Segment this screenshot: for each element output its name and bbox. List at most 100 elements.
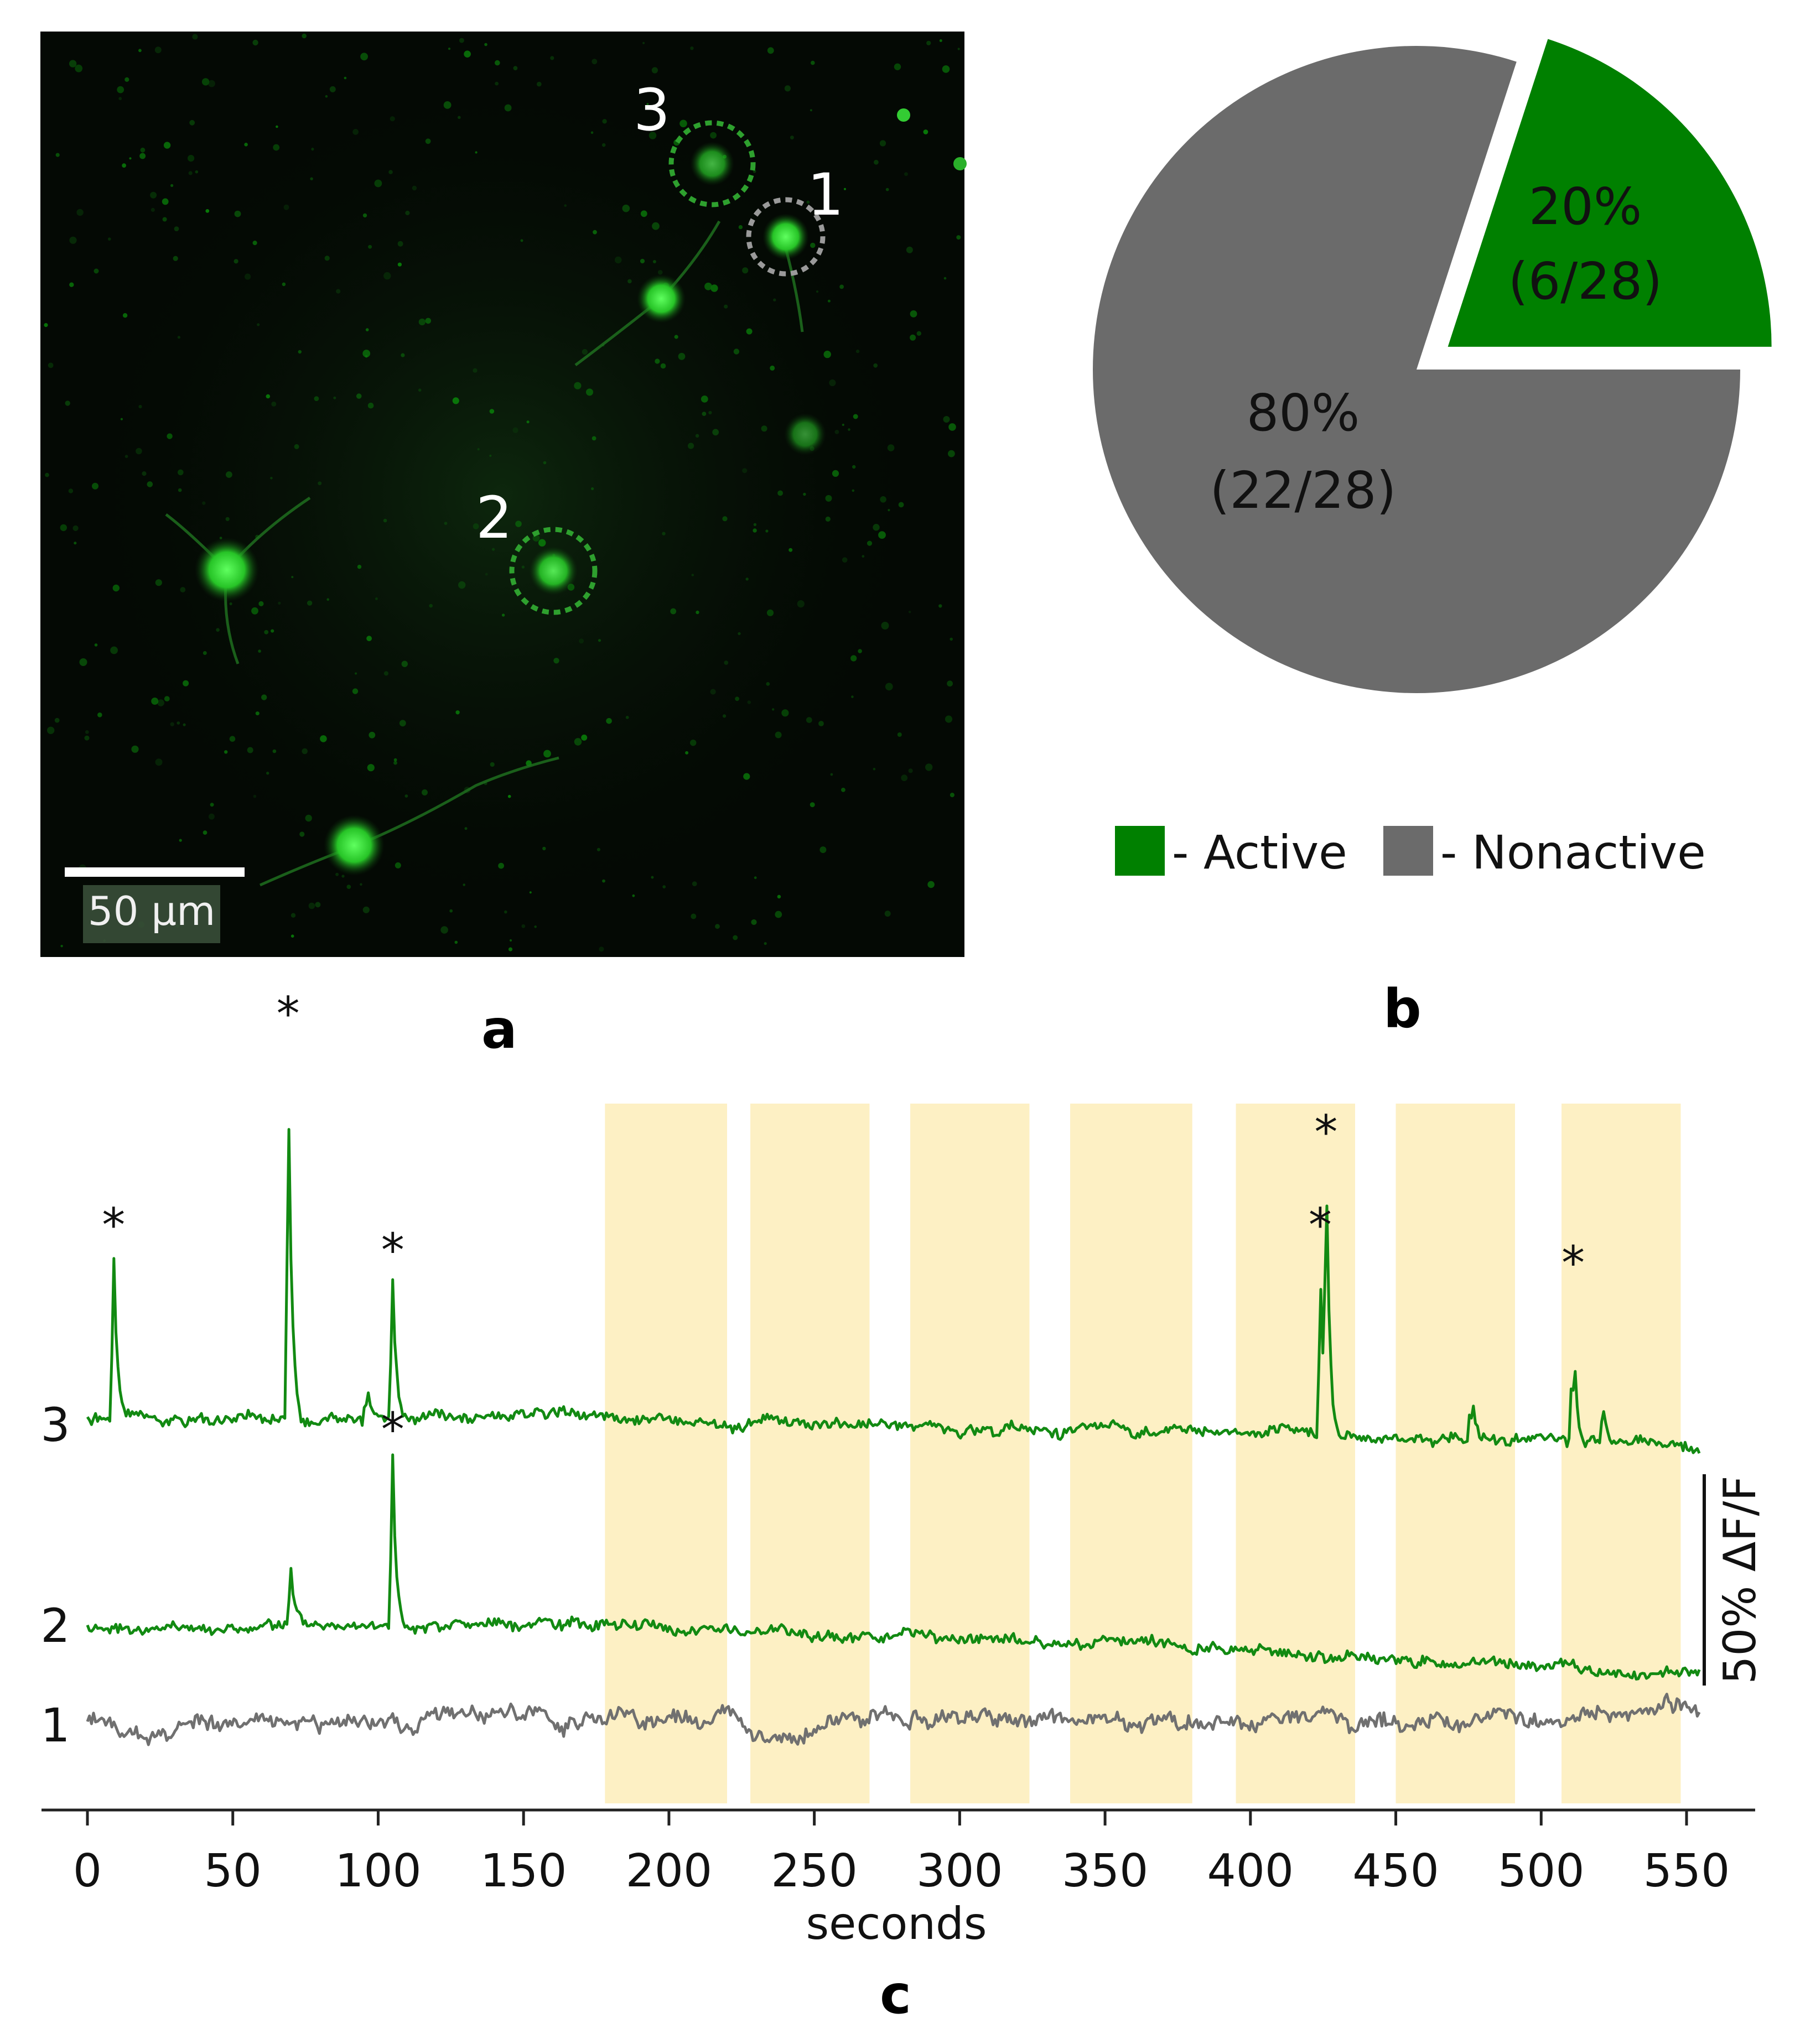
tissue-speck	[234, 210, 241, 217]
tissue-speck	[495, 81, 499, 86]
tissue-speck	[140, 147, 146, 153]
tissue-speck	[393, 761, 397, 765]
tissue-speck	[735, 696, 739, 701]
tissue-speck	[448, 48, 451, 50]
x-axis-ticks: 0 50 100 150 200 250 300 350 400 450 500 550	[73, 1810, 1730, 1897]
tissue-speck	[320, 735, 327, 742]
tissue-speck	[943, 277, 947, 280]
tissue-speck	[543, 461, 547, 465]
tissue-speck	[688, 443, 694, 449]
tissue-speck	[770, 365, 775, 371]
tissue-speck	[885, 188, 889, 191]
tissue-speck	[691, 913, 697, 919]
tissue-speck	[117, 86, 124, 93]
panel-label-a: a	[481, 998, 517, 1060]
tissue-speck	[69, 282, 74, 287]
tissue-speck	[352, 688, 359, 694]
tissue-speck	[157, 699, 164, 706]
tissue-speck	[399, 720, 406, 727]
tissue-speck	[910, 310, 917, 318]
tissue-speck	[177, 721, 180, 725]
tissue-speck	[272, 749, 277, 753]
tissue-speck	[124, 455, 128, 458]
tissue-speck	[76, 209, 84, 216]
panel-c-traces: * * * * * * * 3 2 1 0 50 100 150 200 250 300 350 400 45…	[40, 986, 1766, 1949]
tissue-speck	[852, 465, 856, 469]
tissue-speck	[733, 349, 740, 355]
tissue-speck	[440, 926, 448, 934]
tissue-speck	[742, 468, 748, 474]
tissue-speck	[894, 63, 901, 71]
neuron-soma	[637, 274, 686, 323]
tissue-speck	[463, 883, 465, 886]
tissue-speck	[412, 185, 417, 191]
tissue-speck	[443, 101, 452, 109]
tissue-speck	[69, 236, 77, 244]
tissue-speck	[606, 718, 612, 724]
tissue-speck	[827, 299, 831, 303]
tissue-speck	[652, 222, 660, 230]
tissue-speck	[592, 59, 598, 65]
tissue-speck	[418, 318, 426, 326]
trace-label-1: 1	[40, 1698, 70, 1752]
tissue-speck	[880, 496, 886, 503]
tissue-speck	[691, 574, 694, 576]
peak-marker-trace-3: *	[277, 986, 300, 1041]
tissue-speck	[202, 501, 206, 505]
tissue-speck	[818, 721, 824, 726]
tissue-speck	[948, 423, 956, 431]
roi-rings	[509, 120, 826, 615]
tissue-speck	[92, 482, 98, 490]
x-tick-label-50: 50	[204, 1845, 262, 1897]
pie-label-nonactive-pct: 80%	[1247, 383, 1360, 443]
tissue-speck	[489, 409, 495, 414]
tissue-speck	[751, 919, 757, 925]
tissue-speck	[205, 209, 210, 213]
tissue-speck	[538, 539, 546, 547]
tissue-speck	[45, 472, 49, 477]
tissue-speck	[180, 587, 186, 592]
tissue-speck	[324, 256, 330, 261]
tissue-speck	[315, 902, 321, 908]
tissue-speck	[367, 764, 375, 772]
tissue-speck	[75, 64, 83, 72]
tissue-speck	[251, 607, 258, 615]
tissue-speck	[657, 270, 663, 275]
tissue-speck	[368, 245, 372, 249]
tissue-speck	[365, 328, 369, 331]
tissue-speck	[855, 349, 860, 353]
tissue-speck	[282, 282, 286, 287]
tissue-speck	[154, 46, 162, 54]
tissue-speck	[257, 323, 260, 326]
tissue-speck	[811, 60, 815, 65]
tissue-speck	[422, 789, 428, 795]
tissue-speck	[777, 490, 783, 496]
tissue-speck	[850, 655, 857, 662]
tissue-speck	[271, 629, 274, 633]
tissue-speck	[550, 56, 554, 60]
tissue-speck	[325, 95, 328, 98]
tissue-speck	[224, 750, 228, 754]
tissue-speck	[652, 260, 656, 263]
tissue-speck	[477, 448, 480, 451]
stimulus-window-4	[1070, 1104, 1192, 1803]
x-tick-label-550: 550	[1643, 1845, 1730, 1897]
tissue-speck	[806, 717, 812, 723]
tissue-speck	[810, 109, 812, 112]
tissue-speck	[722, 516, 728, 522]
tissue-speck	[444, 522, 448, 525]
tissue-speck	[147, 481, 153, 487]
tissue-speck	[188, 155, 195, 162]
tissue-speck	[360, 53, 368, 61]
tissue-speck	[825, 516, 831, 522]
tissue-speck	[678, 352, 686, 360]
x-tick-label-0: 0	[73, 1845, 102, 1897]
cell-label-1: 1	[807, 161, 844, 228]
tissue-speck	[266, 394, 271, 399]
tissue-speck	[747, 700, 751, 704]
scale-bar	[65, 867, 245, 877]
tissue-speck	[366, 636, 372, 642]
tissue-speck	[464, 827, 468, 830]
tissue-speck	[495, 60, 500, 66]
tissue-speck	[738, 225, 743, 230]
